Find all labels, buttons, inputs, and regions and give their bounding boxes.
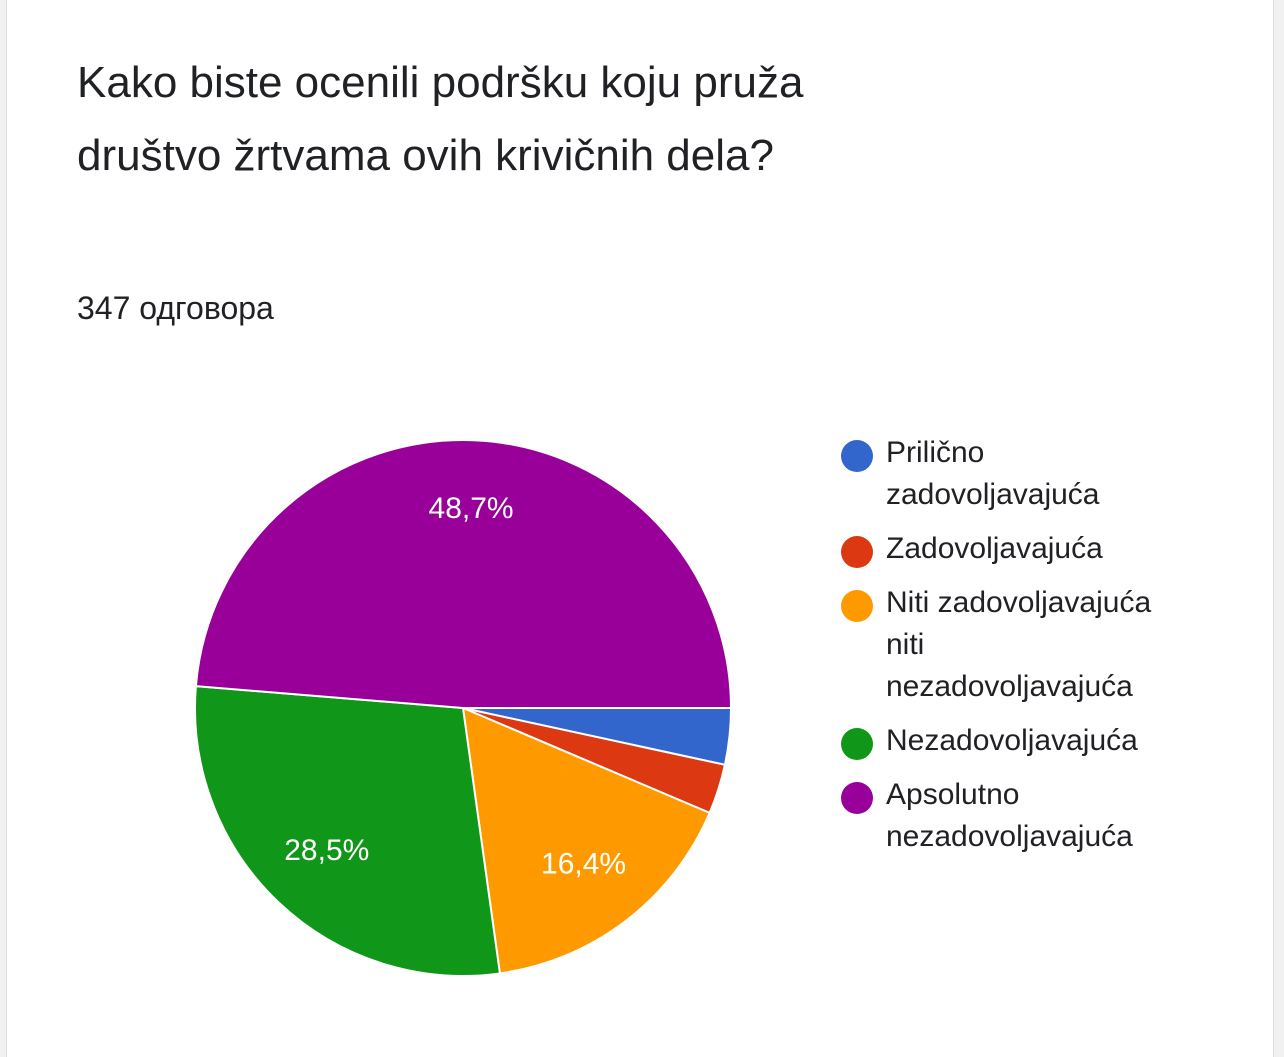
legend-marker	[841, 440, 873, 472]
legend-marker	[841, 590, 873, 622]
chart-subtitle: 347 одговора	[77, 290, 274, 326]
pie-slice	[194, 439, 733, 709]
slice-label: 16,4%	[541, 847, 626, 880]
legend-label: Nezadovoljavajuća	[886, 724, 1138, 757]
legend-label: Niti zadovoljavajuća niti nezadovoljavaj…	[886, 586, 1152, 703]
legend-label: Zadovoljavajuća	[886, 532, 1103, 565]
legend: Prilično zadovoljavajuća Zadovoljavajuća N…	[837, 432, 1167, 870]
legend-label: Apsolutno nezadovoljavajuća	[886, 778, 1133, 853]
pie-slice	[194, 685, 502, 977]
legend-item: Apsolutno nezadovoljavajuća	[837, 774, 1167, 858]
slice-label: 48,7%	[429, 492, 514, 525]
legend-item: Prilično zadovoljavajuća	[837, 432, 1167, 516]
legend-marker	[841, 728, 873, 760]
chart-card: Kako biste ocenili podršku koju pruža dr…	[6, 0, 1274, 1057]
slice-label: 28,5%	[284, 834, 369, 867]
legend-item: Niti zadovoljavajuća niti nezadovoljavaj…	[837, 582, 1167, 708]
legend-item: Nezadovoljavajuća	[837, 720, 1167, 762]
pie-chart: 16,4% 28,5% 48,7%	[194, 439, 733, 977]
pie-slice	[461, 706, 711, 975]
legend-marker	[841, 782, 873, 814]
chart-title: Kako biste ocenili podršku koju pruža dr…	[77, 58, 804, 180]
legend-marker	[841, 536, 873, 568]
legend-item: Zadovoljavajuća	[837, 528, 1167, 570]
legend-label: Prilično zadovoljavajuća	[886, 436, 1100, 511]
